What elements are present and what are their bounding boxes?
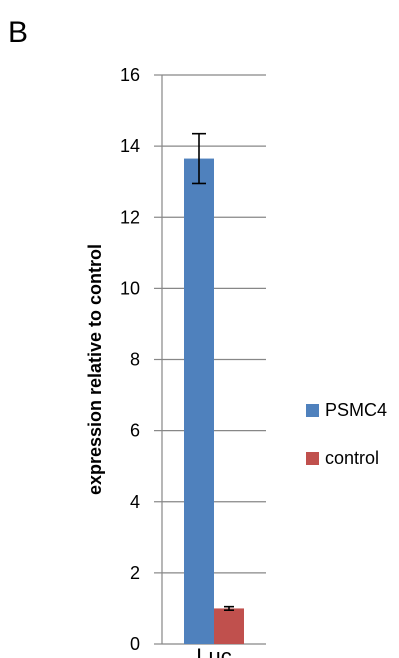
legend: PSMC4 control (306, 400, 387, 468)
y-tick-label-0: 0 (130, 634, 140, 654)
y-tick-label-4: 4 (130, 492, 140, 512)
legend-item-psmc4: PSMC4 (306, 400, 387, 420)
legend-label-psmc4: PSMC4 (325, 400, 387, 420)
y-tick-labels: 0 2 4 6 8 10 12 14 16 (120, 65, 140, 654)
y-axis-title: expression relative to control (85, 244, 105, 495)
y-tick-label-8: 8 (130, 350, 140, 370)
error-bar-psmc4-luc (192, 132, 206, 185)
y-tick-label-16: 16 (120, 65, 140, 85)
y-tick-label-6: 6 (130, 421, 140, 441)
y-tick-label-12: 12 (120, 207, 140, 227)
y-tick-label-14: 14 (120, 136, 140, 156)
bars (184, 158, 244, 644)
y-tick-label-10: 10 (120, 278, 140, 298)
bar-psmc4-luc (184, 158, 214, 644)
bar-control-luc (214, 608, 244, 644)
y-tick-label-2: 2 (130, 563, 140, 583)
legend-item-control: control (306, 448, 379, 468)
x-category-labels: Luc (196, 644, 231, 658)
panel-label: B (8, 16, 28, 49)
error-bar-control-luc (224, 605, 234, 612)
legend-swatch-control (306, 452, 319, 465)
error-bars (192, 132, 234, 612)
x-category-label-luc: Luc (196, 644, 231, 658)
axes (154, 74, 266, 645)
legend-swatch-psmc4 (306, 404, 319, 417)
legend-label-control: control (325, 448, 379, 468)
